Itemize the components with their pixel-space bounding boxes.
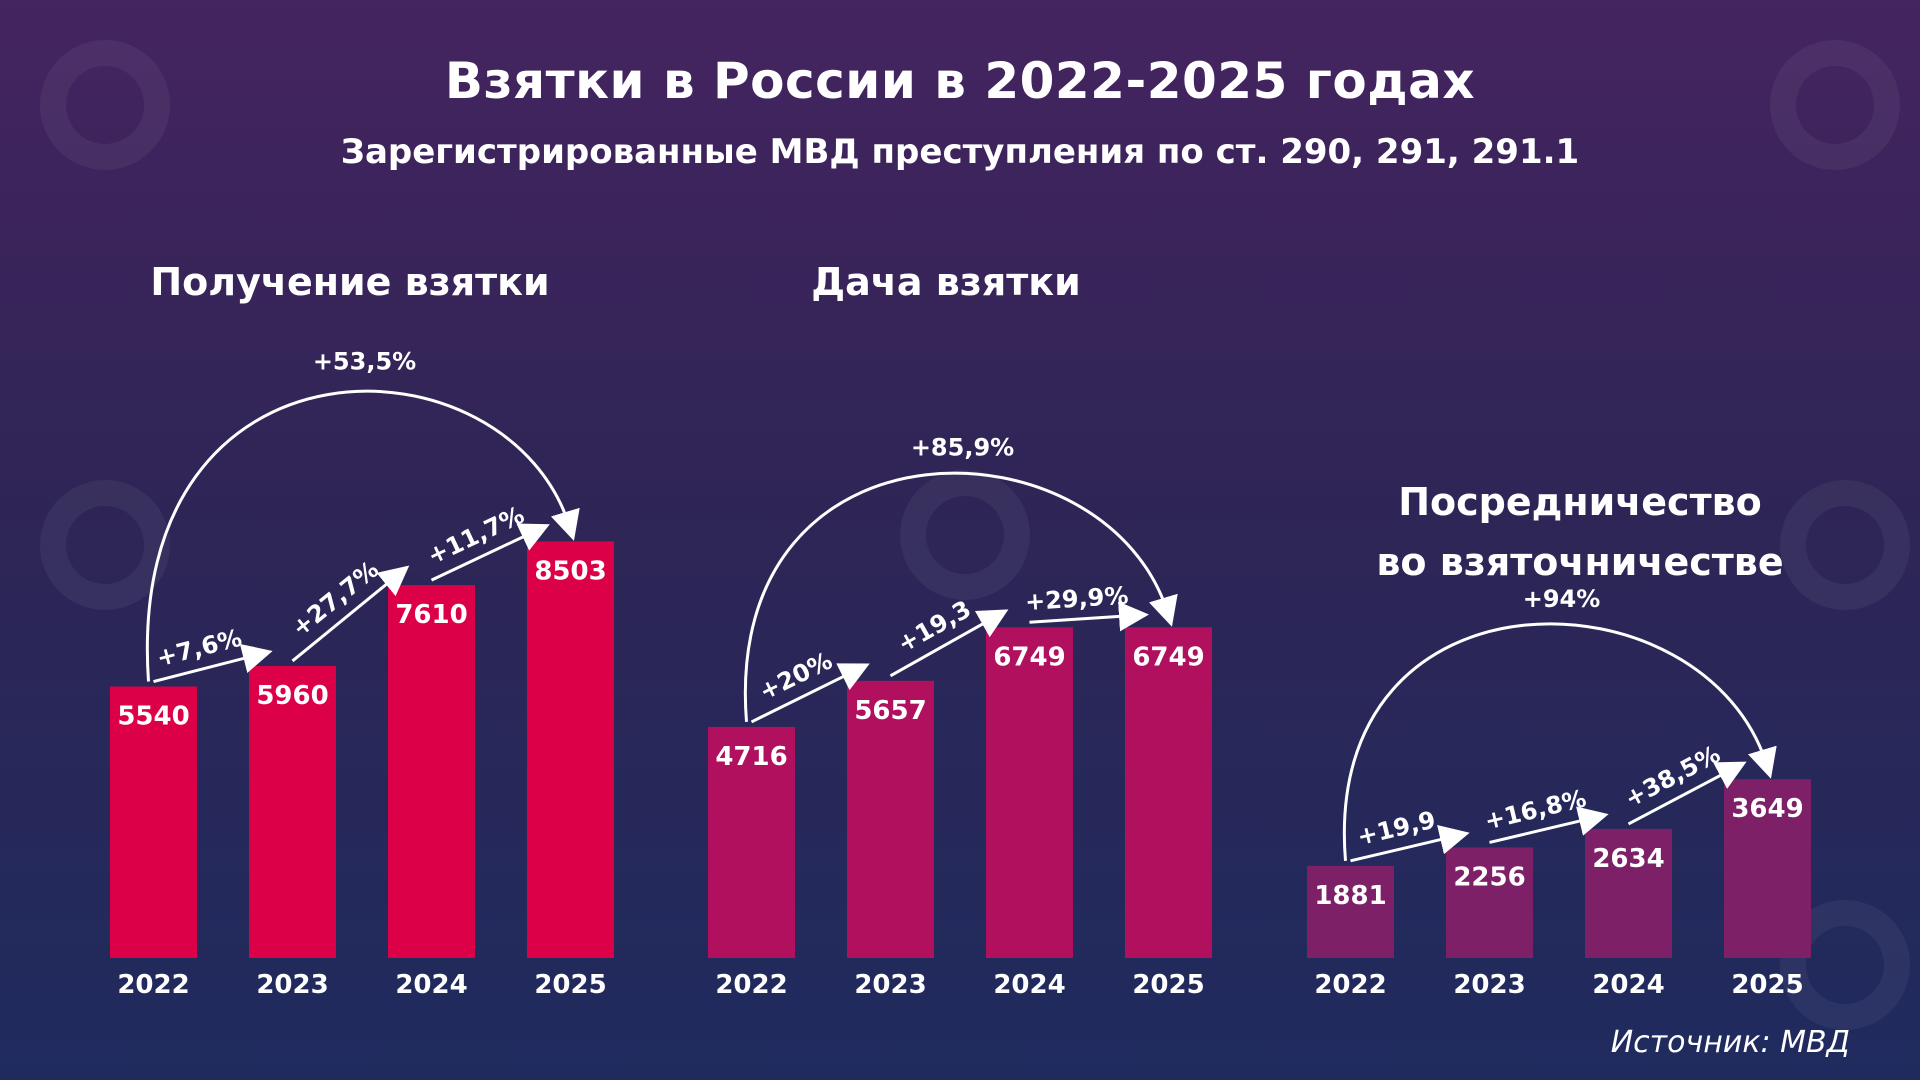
bar	[1724, 779, 1811, 958]
bar-value-label: 3649	[1731, 794, 1803, 824]
total-change-arc	[145, 389, 580, 682]
change-label: +16,8%	[1482, 784, 1589, 835]
x-tick-label: 2025	[1731, 970, 1803, 1000]
bar	[847, 680, 934, 958]
bar	[708, 726, 795, 958]
x-tick-label: 2023	[854, 970, 926, 1000]
change-arrow	[1350, 824, 1470, 863]
bar-value-label: 7610	[395, 600, 467, 630]
x-tick-label: 2022	[1314, 970, 1386, 1000]
bar-value-label: 2256	[1453, 862, 1525, 892]
bar	[527, 541, 614, 958]
source-note: Источник: МВД	[1610, 1025, 1850, 1060]
page-title: Взятки в России в 2022-2025 годах	[444, 52, 1476, 110]
bar-value-label: 5540	[117, 702, 189, 732]
change-arrow	[1029, 601, 1149, 632]
chart-title-line-2: во взяточничестве	[1376, 540, 1783, 584]
x-tick-label: 2022	[715, 970, 787, 1000]
x-tick-label: 2025	[534, 970, 606, 1000]
chart-title-line-1: Посредничество	[1398, 480, 1762, 524]
x-tick-label: 2024	[1592, 970, 1664, 1000]
bar	[1307, 865, 1394, 958]
bar	[249, 665, 336, 958]
bar	[110, 686, 197, 958]
change-arrow	[750, 663, 870, 724]
change-label: +20%	[755, 646, 837, 705]
x-tick-label: 2023	[256, 970, 328, 1000]
change-label: +19,3	[893, 595, 976, 658]
chart-title: Дача взятки	[811, 260, 1080, 304]
bar-value-label: 2634	[1592, 844, 1664, 874]
total-change-label: +85,9%	[911, 433, 1014, 461]
bar	[1585, 828, 1672, 958]
bar-value-label: 5657	[854, 696, 926, 726]
bar-value-label: 5960	[256, 681, 328, 711]
x-tick-label: 2022	[117, 970, 189, 1000]
bar-value-label: 1881	[1314, 881, 1386, 911]
x-tick-label: 2024	[993, 970, 1065, 1000]
total-change-arc	[1342, 622, 1777, 861]
bar	[1125, 627, 1212, 958]
bar	[388, 585, 475, 958]
bar	[1446, 847, 1533, 958]
change-arrow	[291, 565, 410, 663]
total-change-label: +53,5%	[313, 347, 416, 375]
change-label: +7,6%	[154, 624, 245, 673]
page-subtitle: Зарегистрированные МВД преступления по с…	[340, 132, 1580, 172]
x-tick-label: 2025	[1132, 970, 1204, 1000]
change-arrow	[1489, 806, 1609, 844]
total-change-label: +94%	[1523, 585, 1601, 613]
x-tick-label: 2023	[1453, 970, 1525, 1000]
change-arrow	[1627, 761, 1747, 826]
bar	[986, 627, 1073, 958]
bar-value-label: 8503	[534, 556, 606, 586]
chart-title: Получение взятки	[150, 260, 549, 304]
change-arrow	[153, 643, 273, 683]
change-arrow	[889, 609, 1009, 678]
change-label: +29,9%	[1024, 581, 1129, 616]
x-tick-label: 2024	[395, 970, 467, 1000]
bar-value-label: 4716	[715, 742, 787, 772]
change-arrow	[430, 523, 550, 582]
bar-value-label: 6749	[993, 642, 1065, 672]
total-change-arc	[743, 471, 1178, 723]
bar-value-label: 6749	[1132, 642, 1204, 672]
